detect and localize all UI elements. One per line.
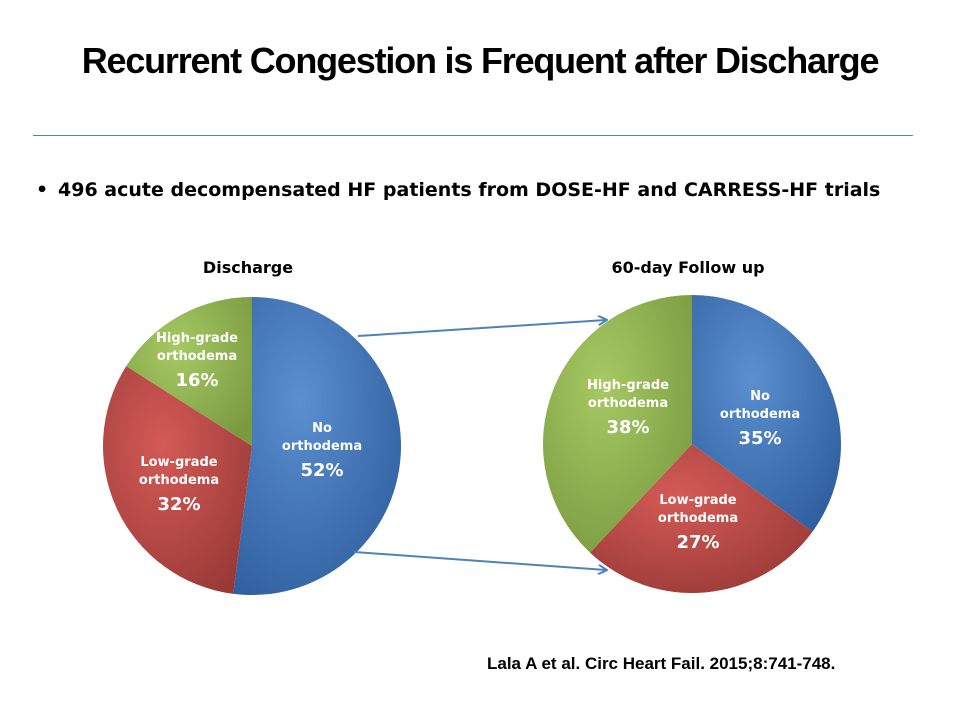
slice-label-line: orthodema xyxy=(588,396,668,411)
chart-title-followup: 60-day Follow up xyxy=(611,258,765,277)
citation: Lala A et al. Circ Heart Fail. 2015;8:74… xyxy=(487,654,836,673)
pie-slice-discharge-0 xyxy=(233,297,401,595)
slice-label-line: orthodema xyxy=(157,349,237,364)
slice-label-line: High-grade xyxy=(156,331,238,346)
slice-label-line: Low-grade xyxy=(140,455,217,470)
slice-label-line: orthodema xyxy=(282,439,362,454)
slice-label-discharge-0: No orthodema 52% xyxy=(282,421,362,481)
slice-label-line: orthodema xyxy=(139,473,219,488)
title-divider xyxy=(33,135,913,136)
pie-slice-followup-0 xyxy=(692,295,841,532)
slice-label-line: orthodema xyxy=(720,407,800,422)
slice-label-followup-0: No orthodema 35% xyxy=(720,389,800,449)
bullet-text: 496 acute decompensated HF patients from… xyxy=(58,179,881,201)
pie-slice-discharge-2 xyxy=(126,297,252,446)
slice-percent-label: 38% xyxy=(606,417,649,438)
slice-label-line: Low-grade xyxy=(659,493,736,508)
arrow-upper xyxy=(357,320,606,337)
chart-title-discharge: Discharge xyxy=(202,258,294,277)
bullet-item: • 496 acute decompensated HF patients fr… xyxy=(36,176,896,205)
slice-percent-label: 35% xyxy=(738,428,781,449)
slice-label-line: No xyxy=(312,421,332,436)
slice-label-line: No xyxy=(750,389,770,404)
arrow-lower xyxy=(353,551,606,570)
bullet-dot-icon: • xyxy=(36,179,49,201)
slice-label-followup-1: Low-grade orthodema 27% xyxy=(658,493,738,553)
slide-title: Recurrent Congestion is Frequent after D… xyxy=(81,40,880,81)
pie-slice-followup-1 xyxy=(590,444,813,594)
slice-label-discharge-1: Low-grade orthodema 32% xyxy=(139,455,219,515)
slice-percent-label: 16% xyxy=(175,370,218,391)
slice-percent-label: 52% xyxy=(300,460,343,481)
slice-label-discharge-2: High-grade orthodema 16% xyxy=(156,331,238,391)
slice-label-followup-2: High-grade orthodema 38% xyxy=(587,378,669,438)
pie-slice-discharge-1 xyxy=(102,366,252,594)
pie-slice-followup-2 xyxy=(543,295,692,553)
slice-label-line: orthodema xyxy=(658,511,738,526)
slice-percent-label: 32% xyxy=(157,494,200,515)
slice-label-line: High-grade xyxy=(587,378,669,393)
slice-percent-label: 27% xyxy=(676,532,719,553)
